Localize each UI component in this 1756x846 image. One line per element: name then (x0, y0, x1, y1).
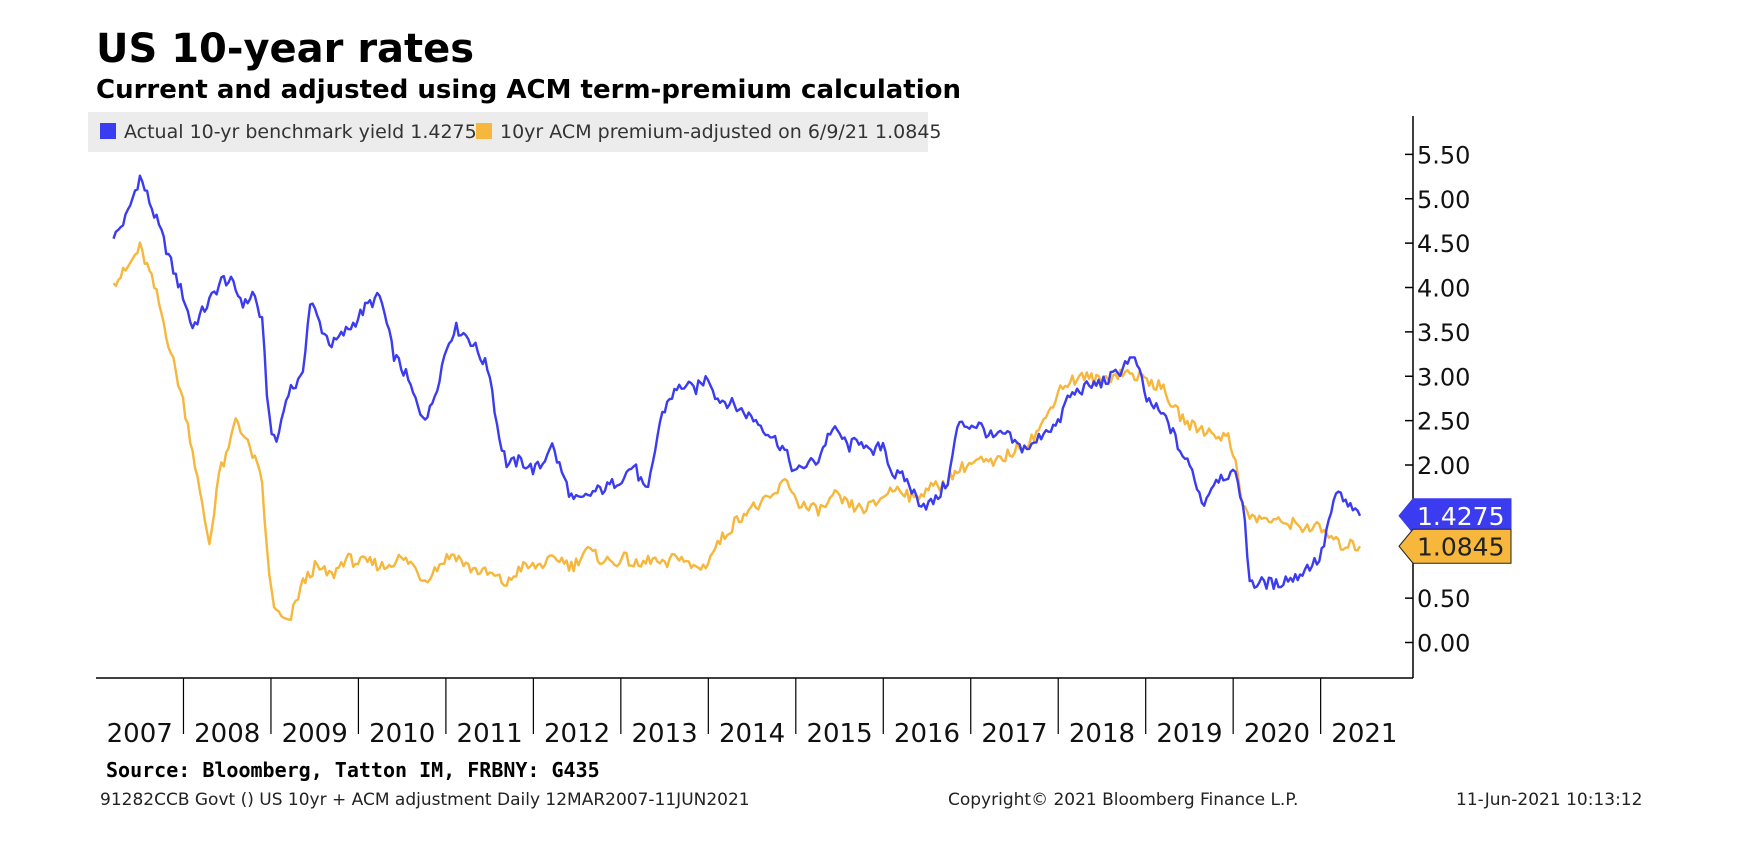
chart-subtitle: Current and adjusted using ACM term-prem… (96, 75, 962, 105)
series-line-actual-yield (112, 174, 1362, 590)
footer-timestamp: 11-Jun-2021 10:13:12 (1456, 790, 1643, 810)
x-tick-label: 2019 (1156, 719, 1222, 749)
x-tick-label: 2016 (894, 719, 960, 749)
x-tick-label: 2013 (631, 719, 697, 749)
series-layer (112, 174, 1362, 621)
chart-title: US 10-year rates (96, 26, 475, 72)
x-tick-label: 2008 (194, 719, 260, 749)
legend-entry: 10yr ACM premium-adjusted on 6/9/21 1.08… (500, 121, 942, 143)
x-tick-label: 2017 (981, 719, 1047, 749)
y-tick-label: 0.00 (1417, 630, 1470, 658)
x-tick-label: 2011 (457, 719, 523, 749)
end-value-label: 1.0845 (1417, 532, 1504, 561)
source-note: Source: Bloomberg, Tatton IM, FRBNY: G43… (106, 758, 600, 782)
x-tick-label: 2021 (1331, 719, 1397, 749)
chart-legend: Actual 10-yr benchmark yield 1.4275 10yr … (88, 112, 942, 152)
x-tick-label: 2010 (369, 719, 435, 749)
chart-axes: 5.505.004.504.003.503.002.502.001.501.00… (96, 116, 1470, 749)
x-tick-label: 2015 (806, 719, 872, 749)
y-tick-label: 5.00 (1417, 186, 1470, 214)
y-tick-label: 3.00 (1417, 363, 1470, 391)
y-tick-label: 3.50 (1417, 319, 1470, 347)
y-tick-label: 2.00 (1417, 452, 1470, 480)
legend-swatch (476, 123, 492, 139)
series-line-acm-adjusted (112, 241, 1362, 621)
y-tick-label: 4.00 (1417, 275, 1470, 303)
y-tick-label: 4.50 (1417, 230, 1470, 258)
legend-background (88, 112, 928, 152)
footer-copyright: Copyright© 2021 Bloomberg Finance L.P. (948, 790, 1299, 810)
x-tick-label: 2018 (1069, 719, 1135, 749)
end-value-flag (1398, 498, 1512, 534)
x-tick-label: 2009 (282, 719, 348, 749)
x-tick-label: 2014 (719, 719, 785, 749)
x-tick-label: 2012 (544, 719, 610, 749)
x-tick-label: 2020 (1244, 719, 1310, 749)
end-value-label: 1.4275 (1417, 502, 1504, 531)
legend-entry: Actual 10-yr benchmark yield 1.4275 (124, 121, 477, 143)
y-tick-label: 0.50 (1417, 585, 1470, 613)
x-tick-label: 2007 (107, 719, 173, 749)
end-value-flag (1398, 528, 1512, 564)
y-tick-label: 5.50 (1417, 141, 1470, 169)
footer-ticker: 91282CCB Govt () US 10yr + ACM adjustmen… (100, 790, 750, 810)
legend-swatch (100, 123, 116, 139)
y-tick-label: 2.50 (1417, 408, 1470, 436)
